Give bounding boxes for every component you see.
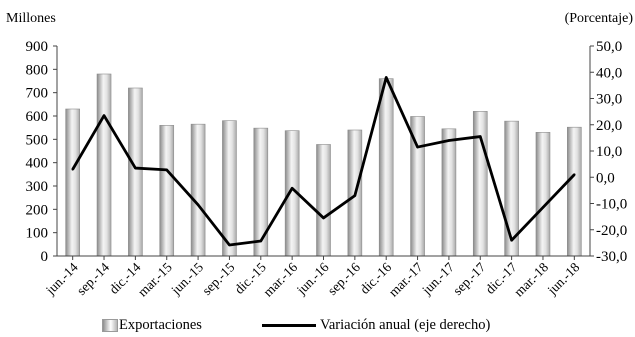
bar-sep.-14 [96,73,112,257]
bar-jun.-17 [441,128,457,257]
line-point-mar.-16 [290,187,294,190]
right-tick-label: 20,0 [596,118,622,134]
x-tick-label-mar.-17: mar.-17 [386,259,426,299]
line-point-sep.-17 [479,135,482,138]
right-tick-label: 30,0 [596,92,622,108]
x-tick-label-sep.-16: sep.-16 [325,259,364,298]
left-axis-unit-label: Millones [6,11,56,26]
x-tick-label-jun.-15: jun.-15 [168,259,207,298]
left-tick-label: 800 [26,62,49,78]
bar-jun.-18 [567,126,582,257]
left-tick-label: 900 [26,39,49,55]
left-tick-label: 500 [26,132,49,148]
legend-swatch-bar [102,318,118,332]
line-point-jun.-18 [573,173,576,176]
x-tick-label-jun.-14: jun.-14 [42,259,81,298]
left-tick-label: 0 [41,249,49,265]
right-tick-label: 10,0 [596,144,622,160]
right-tick-label: 50,0 [596,39,622,55]
bar-dic.-16 [378,78,394,257]
line-point-sep.-14 [102,114,106,117]
bar-sep.-17 [472,111,488,257]
bar-dic.-14 [128,87,143,257]
axes-layer [53,45,594,260]
line-point-jun.-17 [447,139,451,142]
line-point-mar.-15 [165,168,168,172]
x-tick-label-sep.-14: sep.-14 [74,259,113,298]
left-tick-label: 200 [26,202,49,218]
left-tick-label: 600 [26,109,49,125]
x-tick-label-jun.-17: jun.-17 [418,259,457,298]
line-point-jun.-14 [71,168,74,171]
line-point-jun.-15 [196,203,200,207]
legend-swatch-line [262,323,316,327]
bar-jun.-16 [316,144,331,257]
left-tick-label: 700 [26,86,49,102]
line-point-dic.-14 [134,166,137,170]
x-tick-label-sep.-17: sep.-17 [450,259,489,298]
line-layer [71,76,576,247]
left-tick-label: 100 [26,226,49,242]
left-tick-label: 400 [26,156,49,172]
line-point-mar.-17 [416,145,419,149]
legend-item-variacion: Variación anual (eje derecho) [262,315,490,335]
bar-sep.-15 [222,120,237,257]
x-tick-label-mar.-15: mar.-15 [135,259,175,299]
line-point-dic.-17 [510,239,513,242]
x-tick-label-sep.-15: sep.-15 [199,259,238,298]
bar-mar.-15 [159,125,175,257]
line-point-sep.-15 [228,243,231,247]
line-point-dic.-16 [385,76,388,79]
right-tick-label: 0,0 [596,170,615,186]
right-tick-label: -30,0 [596,249,627,265]
left-tick-label: 300 [26,179,49,195]
right-tick-label: -10,0 [596,197,627,213]
legend-label-variacion: Variación anual (eje derecho) [320,316,491,333]
legend-item-exportaciones: Exportaciones [102,315,202,335]
bar-dic.-15 [253,127,269,257]
x-tick-label-jun.-16: jun.-16 [293,259,332,298]
x-tick-label-mar.-18: mar.-18 [511,259,551,299]
bars-layer [65,73,582,257]
right-axis-unit-label: (Porcentaje) [564,11,633,26]
right-tick-label: -20,0 [596,223,627,239]
line-point-jun.-16 [322,216,325,220]
line-point-dic.-15 [259,239,262,243]
bar-jun.-14 [65,108,80,257]
line-point-mar.-18 [541,206,545,209]
line-point-sep.-16 [353,194,357,197]
x-tick-label-jun.-18: jun.-18 [544,259,583,298]
bar-mar.-18 [535,132,551,257]
legend-label-exportaciones: Exportaciones [119,316,202,333]
bar-jun.-15 [190,123,206,257]
right-tick-label: 40,0 [596,65,622,81]
x-tick-label-mar.-16: mar.-16 [260,259,300,299]
